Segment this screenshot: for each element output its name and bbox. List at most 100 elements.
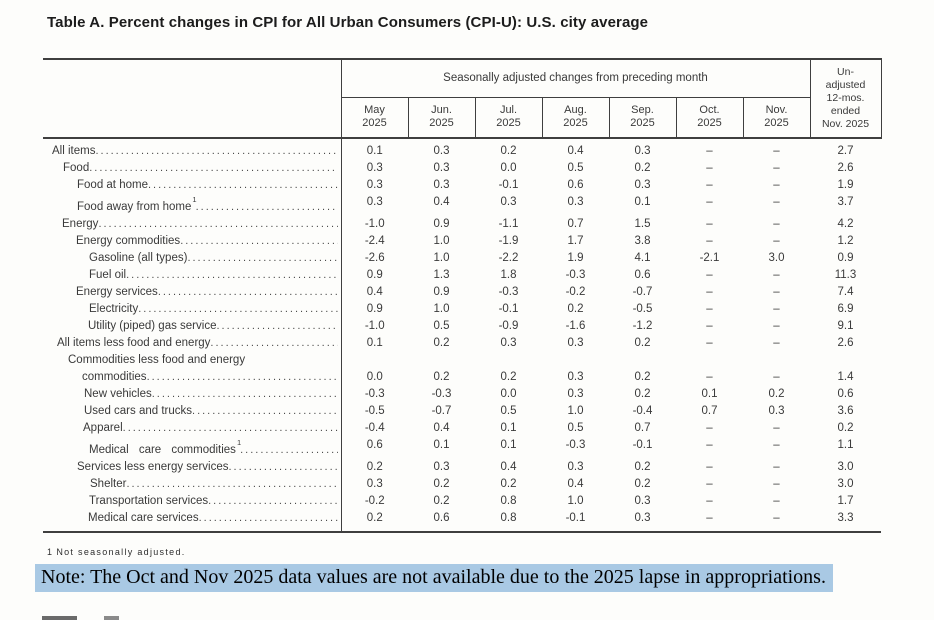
cell-value: -0.7 <box>632 285 653 298</box>
cell-value: -0.9 <box>498 319 519 332</box>
cell-value: 0.1 <box>366 336 383 349</box>
dot-leader <box>228 459 337 476</box>
cell-value: 0.2 <box>634 387 651 400</box>
cell-value: 0.2 <box>567 302 584 315</box>
cell-value: – <box>773 285 780 298</box>
row-label: Medical care services <box>43 509 342 532</box>
dot-leader <box>98 216 337 233</box>
column-header-unadjusted: Un- adjusted 12-mos. ended Nov. 2025 <box>809 59 882 139</box>
cell-value: -0.4 <box>632 404 653 417</box>
cell-value: -0.1 <box>498 302 519 315</box>
row-label: Food at home <box>43 177 342 194</box>
footnote: 1 Not seasonally adjusted. <box>47 547 186 557</box>
row-label: Used cars and trucks <box>43 402 342 420</box>
cell-value: – <box>773 179 780 191</box>
dot-leader <box>240 442 337 459</box>
table-row: Food 0.3 0.3 0.0 0.5 0.2 – – 2.6 <box>43 160 881 177</box>
cell-value: 0.4 <box>433 421 450 434</box>
row-label: Electricity <box>43 300 342 318</box>
cell-value: 3.0 <box>837 460 854 473</box>
table-row: Food away from home1 0.3 0.4 0.3 0.3 0.1 – – 3.7 <box>43 194 881 216</box>
cell-value: – <box>773 234 780 247</box>
cell-value: – <box>773 336 780 349</box>
cell-value: 1.4 <box>837 370 854 383</box>
column-header-oct: Oct. 2025 <box>675 97 743 139</box>
cell-value: 0.7 <box>567 217 584 230</box>
cell-value: – <box>706 145 713 157</box>
cell-value: – <box>706 179 713 191</box>
cell-value: 0.3 <box>768 404 785 417</box>
row-label: Energy commodities <box>43 232 342 250</box>
cell-value: 0.2 <box>634 162 651 174</box>
cell-value: 0.3 <box>366 179 383 191</box>
cell-value: -2.6 <box>364 251 385 264</box>
cell-value: 0.2 <box>837 421 854 434</box>
dot-leader <box>192 403 337 420</box>
row-label: Medical care commodities1 <box>43 436 342 459</box>
cell-value: – <box>773 217 780 230</box>
table-row: Medical care services 0.2 0.6 0.8 -0.1 0.3 – – 3… <box>43 509 881 532</box>
cell-value: 3.7 <box>837 196 854 208</box>
cell-value: – <box>706 438 713 451</box>
cell-value: 0.6 <box>433 511 450 524</box>
cell-value: – <box>773 145 780 157</box>
cell-value: -0.5 <box>364 404 385 417</box>
cell-value: 0.9 <box>366 302 383 315</box>
row-label: New vehicles <box>43 385 342 403</box>
column-header-nov: Nov. 2025 <box>742 97 810 139</box>
cell-value: 0.2 <box>500 145 517 157</box>
row-label: Apparel <box>43 419 342 437</box>
dot-leader <box>95 143 337 160</box>
table-row: Electricity 0.9 1.0 -0.1 0.2 -0.5 – – 6.9 <box>43 300 881 318</box>
cell-value: 1.0 <box>433 302 450 315</box>
cell-value: 1.2 <box>837 234 854 247</box>
row-label-text: commodities <box>82 370 147 383</box>
cell-value: 1.0 <box>567 404 584 417</box>
dot-leader <box>210 335 337 352</box>
row-label: Fuel oil <box>43 266 342 284</box>
row-label: Energy <box>43 215 342 233</box>
cell-value: 0.3 <box>634 511 651 524</box>
cell-value: 0.3 <box>567 460 584 473</box>
cell-value: 0.4 <box>366 285 383 298</box>
row-label-text: Energy <box>62 217 99 230</box>
row-label-text: Services less energy services <box>77 460 229 473</box>
cell-value: 1.9 <box>567 251 584 264</box>
cell-value: 0.2 <box>768 387 785 400</box>
cell-value: -0.3 <box>565 438 586 451</box>
row-label: Gasoline (all types) <box>43 249 342 267</box>
row-label-text: Utility (piped) gas service <box>88 319 217 332</box>
cell-value: -0.3 <box>431 387 452 400</box>
cell-value: 0.5 <box>500 404 517 417</box>
cell-value: 0.4 <box>433 196 450 208</box>
cell-value: 0.1 <box>433 438 450 451</box>
cell-value: 1.0 <box>433 251 450 264</box>
cell-value: – <box>773 319 780 332</box>
cell-value: 0.3 <box>567 196 584 208</box>
cell-value: – <box>706 477 713 490</box>
cell-value: 1.0 <box>433 234 450 247</box>
cell-value: 0.2 <box>634 477 651 490</box>
cell-value: -0.1 <box>565 511 586 524</box>
row-label-text: Used cars and trucks <box>84 404 193 417</box>
cell-value: – <box>706 285 713 298</box>
row-label-text: Gasoline (all types) <box>89 251 188 264</box>
cell-value: – <box>773 370 780 383</box>
cell-value: 3.0 <box>768 251 785 264</box>
group-header: Seasonally adjusted changes from precedi… <box>340 59 810 98</box>
cell-value: – <box>773 421 780 434</box>
row-label: Services less energy services <box>43 458 342 476</box>
cell-value: 0.3 <box>567 387 584 400</box>
cell-value: – <box>706 336 713 349</box>
cell-value: – <box>773 511 780 524</box>
dot-leader <box>123 420 338 437</box>
row-label: Transportation services <box>43 492 342 510</box>
table-row: Fuel oil 0.9 1.3 1.8 -0.3 0.6 – – 11.3 <box>43 266 881 284</box>
cell-value: -0.7 <box>431 404 452 417</box>
cell-value: 0.8 <box>500 494 517 507</box>
cell-value: 2.6 <box>837 162 854 174</box>
cell-value: 9.1 <box>837 319 854 332</box>
cell-value: 0.0 <box>500 162 517 174</box>
cell-value: 0.3 <box>500 196 517 208</box>
